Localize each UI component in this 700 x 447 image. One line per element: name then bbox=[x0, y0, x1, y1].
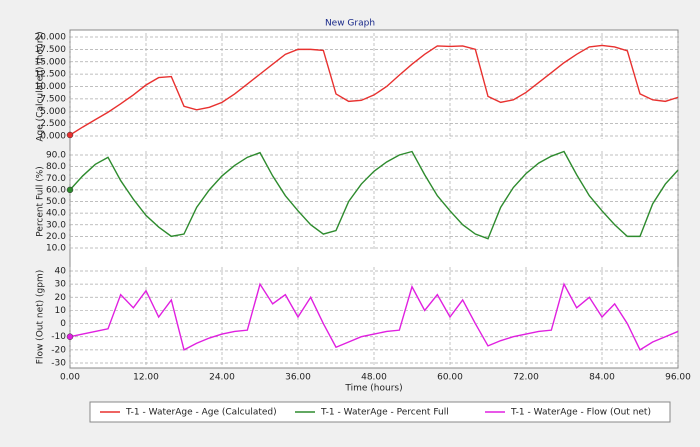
y-tick-label: 12.500 bbox=[35, 70, 67, 80]
x-tick-label: 0.00 bbox=[60, 373, 80, 383]
y-tick-label: 30.0 bbox=[46, 220, 66, 230]
x-tick-label: 96.00 bbox=[665, 373, 691, 383]
y-tick-label: 10.0 bbox=[46, 244, 66, 254]
y-axis-label: Percent Full (%) bbox=[36, 166, 46, 237]
y-tick-label: 90.0 bbox=[46, 151, 66, 161]
y-tick-label: 40 bbox=[55, 267, 67, 277]
x-tick-label: 12.00 bbox=[133, 373, 159, 383]
start-marker bbox=[66, 186, 74, 194]
legend-label: T-1 - WaterAge - Flow (Out net) bbox=[510, 408, 651, 418]
y-tick-label: 0 bbox=[60, 319, 66, 329]
series-line bbox=[69, 44, 679, 136]
x-axis-label: Time (hours) bbox=[344, 384, 402, 394]
y-tick-label: 2.500 bbox=[40, 119, 66, 129]
y-tick-label: -20 bbox=[51, 345, 66, 355]
series-line bbox=[69, 150, 679, 240]
y-tick-label: 0.000 bbox=[40, 132, 66, 142]
y-tick-label: 30 bbox=[55, 280, 67, 290]
x-tick-label: 36.00 bbox=[285, 373, 311, 383]
y-tick-label: 20 bbox=[55, 293, 67, 303]
y-tick-label: 80.0 bbox=[46, 162, 66, 172]
y-tick-label: 7.500 bbox=[40, 94, 66, 104]
y-tick-label: 60.0 bbox=[46, 185, 66, 195]
legend-label: T-1 - WaterAge - Age (Calculated) bbox=[125, 408, 277, 418]
y-tick-label: 50.0 bbox=[46, 197, 66, 207]
series-line bbox=[69, 282, 679, 351]
x-tick-label: 84.00 bbox=[589, 373, 615, 383]
legend-label: T-1 - WaterAge - Percent Full bbox=[320, 408, 449, 418]
y-tick-label: 20.000 bbox=[35, 33, 67, 43]
y-tick-label: 15.000 bbox=[35, 57, 67, 67]
start-marker bbox=[66, 333, 74, 340]
y-tick-label: -10 bbox=[51, 332, 66, 342]
y-tick-label: 20.0 bbox=[46, 232, 66, 242]
y-tick-label: 40.0 bbox=[46, 209, 66, 219]
y-tick-label: -30 bbox=[51, 359, 66, 369]
x-tick-label: 72.00 bbox=[513, 373, 539, 383]
chart-title: New Graph bbox=[325, 19, 375, 29]
x-tick-label: 60.00 bbox=[437, 373, 463, 383]
x-tick-label: 48.00 bbox=[361, 373, 387, 383]
y-tick-label: 10 bbox=[55, 306, 67, 316]
legend bbox=[89, 401, 671, 423]
y-axis-label: Age (Calculated) (hours) bbox=[36, 31, 46, 141]
y-tick-label: 17.500 bbox=[35, 45, 67, 55]
y-tick-label: 5.000 bbox=[40, 107, 66, 117]
y-tick-label: 10.000 bbox=[35, 82, 67, 92]
y-axis-label: Flow (Out net) (gpm) bbox=[36, 270, 46, 364]
x-tick-label: 24.00 bbox=[209, 373, 235, 383]
start-marker bbox=[66, 131, 74, 139]
y-tick-label: 70.0 bbox=[46, 174, 66, 184]
